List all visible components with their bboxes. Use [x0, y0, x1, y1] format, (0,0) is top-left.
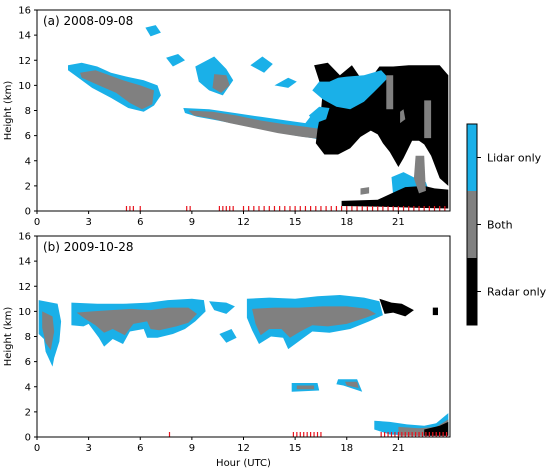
cloud-region-radar-only	[432, 307, 438, 316]
cloud-region-both	[212, 74, 230, 93]
y-axis-label: Height (km)	[3, 81, 14, 141]
x-tick-label: 12	[237, 217, 250, 228]
x-tick-label: 9	[189, 443, 195, 454]
cloud-region-lidar-only	[209, 301, 235, 314]
cloud-region-lidar-only	[219, 329, 237, 343]
colorbar: Lidar only Both Radar only	[466, 123, 547, 326]
x-tick-label: 9	[189, 217, 195, 228]
y-tick-label: 16	[18, 6, 31, 17]
y-tick-label: 2	[25, 407, 31, 418]
cloud-region-both	[252, 306, 376, 338]
x-tick-label: 18	[340, 217, 353, 228]
y-tick-label: 14	[18, 257, 31, 268]
x-tick-label: 3	[85, 443, 91, 454]
x-tick-label: 18	[340, 443, 353, 454]
cloud-region-radar-only	[379, 298, 414, 317]
x-tick-label: 0	[34, 217, 40, 228]
colorbar-swatch-radar-only	[467, 258, 477, 325]
cloud-regions	[68, 25, 449, 209]
y-tick-label: 6	[25, 357, 31, 368]
colorbar-label: Radar only	[487, 286, 547, 299]
x-tick-label: 6	[137, 217, 143, 228]
cloud-region-lidar-only	[250, 56, 273, 73]
colorbar-swatch-both	[467, 191, 477, 258]
cloud-regions	[38, 295, 449, 436]
panel-b-2009-10-28: 0 2 4 6 8 10 12 14 16 0 3 6 9 12 15 18 21 (b) 2009-10-28 H…	[3, 232, 451, 469]
x-tick-label: 21	[392, 217, 405, 228]
cloud-region-both	[413, 155, 426, 194]
cloud-region-lidar-only	[312, 70, 389, 110]
colorbar-frame	[466, 123, 478, 326]
cloud-region-both	[424, 100, 432, 139]
colorbar-label: Lidar only	[487, 152, 542, 165]
y-tick-label: 4	[25, 156, 31, 167]
y-tick-label: 8	[25, 106, 31, 117]
x-axis-label: Hour (UTC)	[216, 458, 271, 469]
y-tick-label: 12	[18, 56, 31, 67]
y-tick-label: 0	[25, 207, 31, 218]
colorbar-swatch-lidar-only	[467, 124, 477, 191]
cloud-region-both	[296, 385, 315, 390]
panel-a-2008-09-08: 0 2 4 6 8 10 12 14 16 0 3 6 9 12 15 18 21 (a) 2008-09-08 H…	[3, 6, 451, 228]
x-tick-label: 21	[392, 443, 405, 454]
cloud-region-both	[400, 109, 406, 124]
y-tick-label: 4	[25, 382, 31, 393]
cloud-region-radar-only	[424, 421, 449, 436]
y-axis-label: Height (km)	[3, 307, 14, 367]
x-tick-label: 15	[289, 443, 302, 454]
cloud-region-lidar-only	[274, 77, 297, 88]
cloud-region-both	[360, 187, 370, 195]
x-tick-label: 15	[289, 217, 302, 228]
y-tick-label: 0	[25, 433, 31, 444]
cloud-region-lidar-only	[308, 106, 330, 124]
cloud-region-both	[42, 311, 55, 351]
y-tick-label: 10	[18, 307, 31, 318]
panel-title: (a) 2008-09-08	[43, 14, 133, 28]
cloud-region-both	[345, 381, 359, 388]
x-tick-label: 0	[34, 443, 40, 454]
colorbar-label: Both	[487, 219, 513, 232]
x-tick-label: 12	[237, 443, 250, 454]
cloud-region-both	[188, 110, 352, 142]
x-tick-label: 3	[85, 217, 91, 228]
cloud-region-both	[76, 307, 197, 336]
y-tick-label: 8	[25, 332, 31, 343]
y-tick-label: 14	[18, 31, 31, 42]
y-tick-label: 10	[18, 81, 31, 92]
cloud-region-both	[80, 70, 154, 110]
cloud-region-lidar-only	[145, 25, 161, 37]
y-tick-label: 2	[25, 181, 31, 192]
y-tick-label: 6	[25, 131, 31, 142]
panel-title: (b) 2009-10-28	[43, 240, 134, 254]
y-tick-label: 16	[18, 232, 31, 243]
cloud-region-both	[386, 75, 394, 110]
cloud-region-lidar-only	[166, 54, 185, 67]
x-tick-label: 6	[137, 443, 143, 454]
y-tick-label: 12	[18, 282, 31, 293]
